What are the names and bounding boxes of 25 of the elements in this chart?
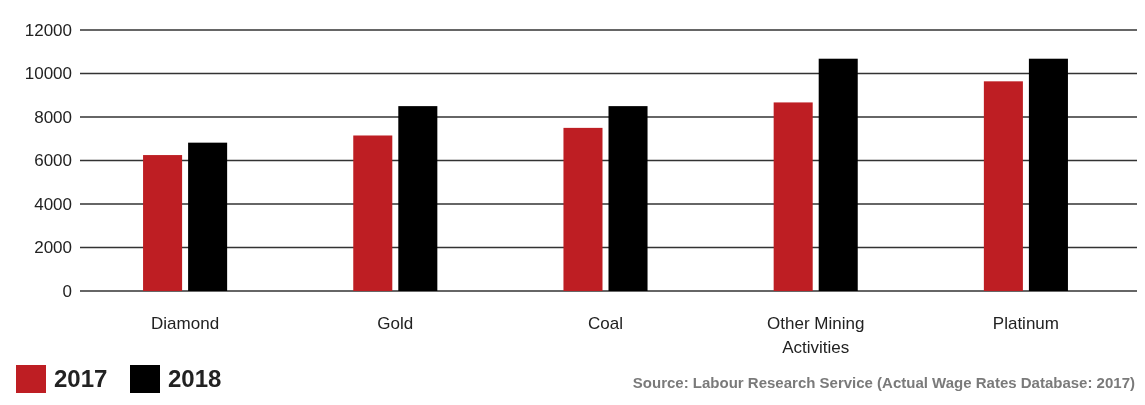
bar (983, 81, 1023, 291)
bar (143, 155, 183, 291)
bar (398, 106, 438, 291)
x-tick-label: Gold (377, 314, 414, 333)
y-tick-label: 8000 (34, 107, 72, 127)
bar (563, 127, 603, 291)
y-tick-label: 10000 (24, 64, 72, 84)
bar (773, 102, 813, 291)
y-tick-label: 4000 (34, 194, 72, 214)
legend-label: 2017 (54, 365, 108, 393)
source-note: Source: Labour Research Service (Actual Wage Rates Database: 2017) (632, 374, 1135, 392)
bar (608, 106, 648, 291)
x-tick-label: Other Mining Activities (767, 314, 865, 357)
y-tick-label: 2000 (34, 238, 72, 258)
bar (353, 135, 393, 291)
x-tick-label: Platinum (992, 314, 1059, 333)
y-tick-label: 12000 (24, 20, 72, 40)
bar (1028, 58, 1068, 291)
legend-label: 2018 (168, 365, 222, 393)
x-tick-label: Diamond (151, 314, 220, 333)
y-tick-label: 6000 (34, 151, 72, 171)
x-tick-label: Coal (588, 314, 623, 333)
bar (818, 58, 858, 291)
bar (188, 142, 228, 291)
y-tick-label: 0 (62, 281, 72, 301)
